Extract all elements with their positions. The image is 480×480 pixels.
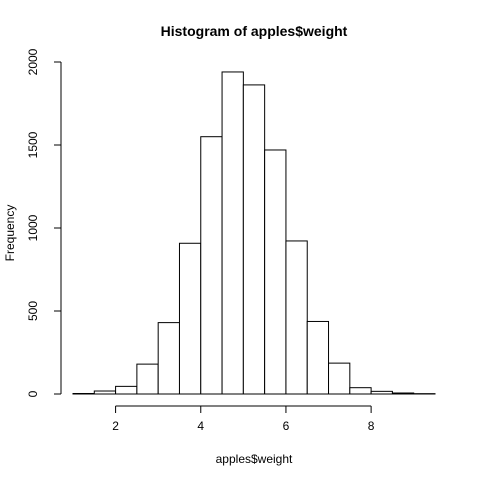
histogram-bar-8 bbox=[242, 84, 266, 395]
histogram-bar-4 bbox=[157, 322, 180, 395]
histogram-bar-5 bbox=[178, 242, 202, 395]
histogram-bar-10 bbox=[285, 240, 308, 395]
bars-group bbox=[72, 71, 436, 395]
x-tick-label-0: 2 bbox=[112, 419, 119, 433]
histogram-bar-1 bbox=[93, 390, 117, 395]
y-tick-label-3: 1500 bbox=[26, 131, 40, 158]
histogram-bar-3 bbox=[136, 363, 159, 395]
x-tick-label-2: 6 bbox=[283, 419, 290, 433]
chart-title: Histogram of apples$weight bbox=[161, 23, 348, 39]
histogram-bar-6 bbox=[200, 136, 223, 395]
y-tick-label-4: 2000 bbox=[26, 48, 40, 75]
histogram-bar-13 bbox=[349, 387, 372, 395]
x-axis: 2 4 6 8 bbox=[112, 405, 375, 433]
histogram-bar-14 bbox=[370, 390, 393, 395]
y-axis: 0 500 1000 1500 2000 bbox=[26, 48, 62, 397]
histogram-bar-12 bbox=[328, 362, 351, 395]
x-tick-label-3: 8 bbox=[368, 419, 375, 433]
x-tick-label-1: 4 bbox=[197, 419, 204, 433]
y-tick-label-2: 1000 bbox=[26, 214, 40, 241]
y-tick-label-1: 500 bbox=[26, 301, 40, 321]
histogram-bar-7 bbox=[221, 71, 244, 395]
histogram-bar-11 bbox=[306, 320, 330, 395]
y-tick-label-0: 0 bbox=[26, 390, 40, 397]
y-axis-label: Frequency bbox=[3, 205, 17, 262]
histogram-bar-2 bbox=[115, 385, 138, 395]
x-axis-label: apples$weight bbox=[216, 452, 293, 466]
histogram-bar-9 bbox=[264, 149, 287, 395]
histogram-bar-15 bbox=[391, 392, 415, 395]
